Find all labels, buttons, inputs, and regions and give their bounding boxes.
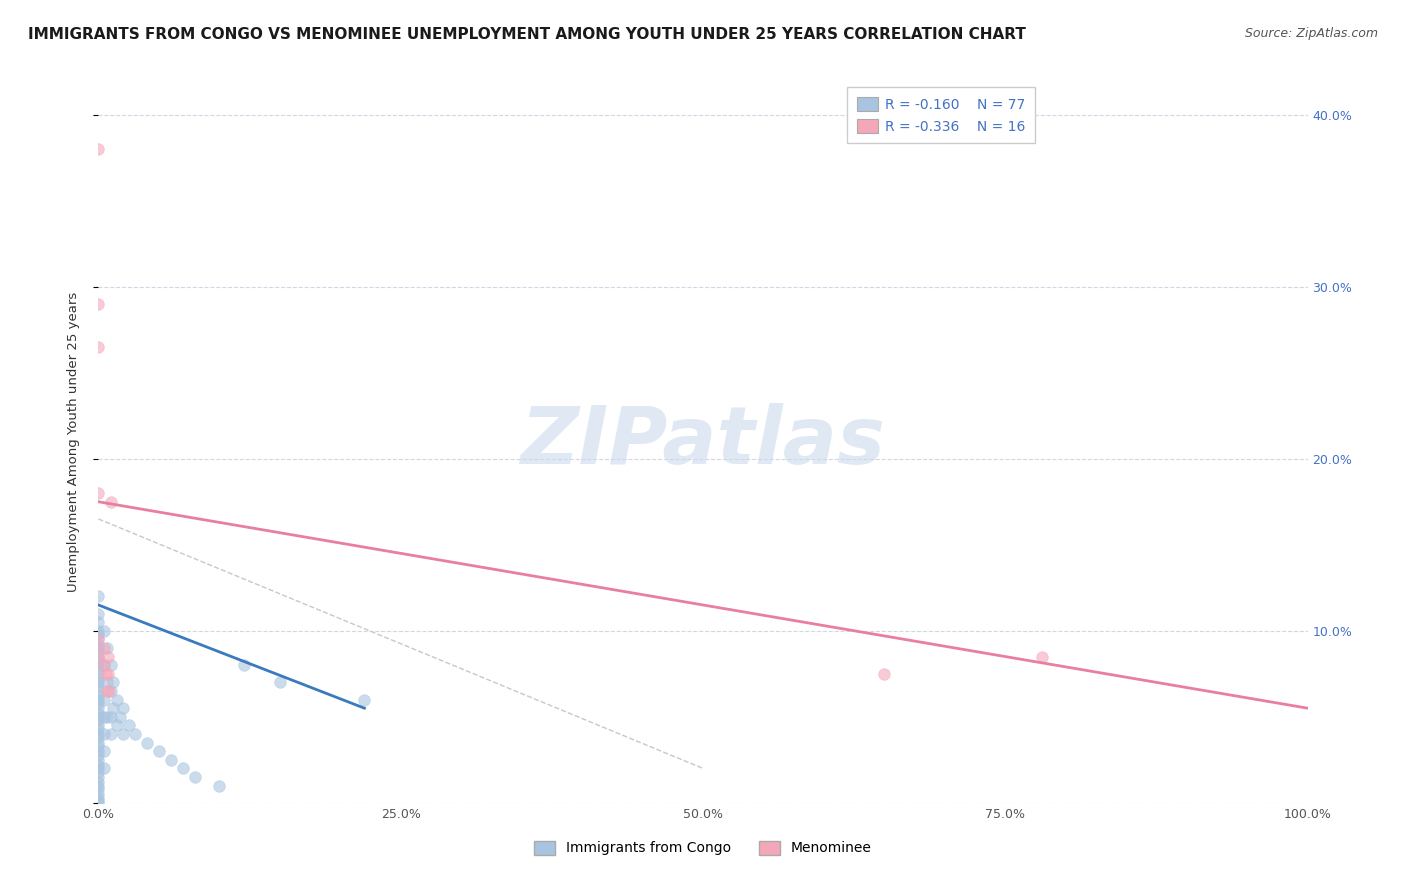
Point <box>87 340 110 354</box>
Point <box>87 675 110 690</box>
Point <box>93 640 115 655</box>
Point <box>87 796 110 810</box>
Point <box>87 638 110 652</box>
Point <box>87 770 110 784</box>
Point <box>111 727 134 741</box>
Point <box>87 679 110 693</box>
Point <box>353 692 375 706</box>
Point <box>100 658 122 673</box>
Point <box>87 775 110 789</box>
Point <box>873 666 896 681</box>
Point <box>87 710 110 724</box>
Point <box>93 744 115 758</box>
Point <box>1031 649 1053 664</box>
Point <box>87 722 110 736</box>
Point <box>87 632 110 647</box>
Point <box>87 689 110 703</box>
Point <box>87 672 110 686</box>
Point <box>87 731 110 745</box>
Point <box>87 753 110 767</box>
Point <box>87 640 110 655</box>
Point <box>94 666 117 681</box>
Point <box>100 494 122 508</box>
Point <box>96 684 118 698</box>
Point <box>96 640 118 655</box>
Point <box>87 758 110 772</box>
Legend: Immigrants from Congo, Menominee: Immigrants from Congo, Menominee <box>529 835 877 861</box>
Point <box>160 753 183 767</box>
Text: Source: ZipAtlas.com: Source: ZipAtlas.com <box>1244 27 1378 40</box>
Point <box>87 666 110 681</box>
Point <box>98 684 121 698</box>
Point <box>87 662 110 676</box>
Point <box>87 735 110 749</box>
Point <box>87 779 110 793</box>
Point <box>101 675 124 690</box>
Point <box>87 713 110 727</box>
Point <box>87 790 110 805</box>
Point <box>87 649 110 664</box>
Point <box>93 658 115 673</box>
Point <box>87 794 110 808</box>
Point <box>93 624 115 638</box>
Point <box>87 787 110 801</box>
Point <box>87 649 110 664</box>
Point <box>208 779 231 793</box>
Point <box>87 655 110 669</box>
Point <box>269 675 291 690</box>
Point <box>100 684 122 698</box>
Point <box>184 770 207 784</box>
Point <box>87 615 110 630</box>
Point <box>124 727 146 741</box>
Point <box>118 718 141 732</box>
Point <box>100 710 122 724</box>
Point <box>87 142 110 156</box>
Point <box>101 701 124 715</box>
Point <box>87 706 110 721</box>
Point <box>93 727 115 741</box>
Point <box>87 739 110 753</box>
Point <box>93 692 115 706</box>
Point <box>87 764 110 779</box>
Point <box>87 747 110 762</box>
Point <box>87 486 110 500</box>
Text: ZIPatlas: ZIPatlas <box>520 402 886 481</box>
Point <box>93 658 115 673</box>
Point <box>87 624 110 638</box>
Point <box>108 710 131 724</box>
Point <box>96 675 118 690</box>
Point <box>87 684 110 698</box>
Point <box>87 607 110 621</box>
Point <box>87 644 110 658</box>
Point <box>96 710 118 724</box>
Point <box>87 590 110 604</box>
Y-axis label: Unemployment Among Youth under 25 years: Unemployment Among Youth under 25 years <box>67 292 80 591</box>
Point <box>87 658 110 673</box>
Point <box>87 297 110 311</box>
Point <box>87 692 110 706</box>
Point <box>97 666 120 681</box>
Point <box>87 701 110 715</box>
Point <box>87 727 110 741</box>
Point <box>111 701 134 715</box>
Point <box>105 692 128 706</box>
Point <box>87 761 110 775</box>
Point <box>87 627 110 641</box>
Point <box>87 744 110 758</box>
Point <box>87 782 110 797</box>
Point <box>100 727 122 741</box>
Point <box>93 710 115 724</box>
Point <box>93 761 115 775</box>
Point <box>87 632 110 647</box>
Point <box>232 658 254 673</box>
Point <box>87 696 110 710</box>
Point <box>105 718 128 732</box>
Point <box>148 744 170 758</box>
Point <box>97 649 120 664</box>
Text: IMMIGRANTS FROM CONGO VS MENOMINEE UNEMPLOYMENT AMONG YOUTH UNDER 25 YEARS CORRE: IMMIGRANTS FROM CONGO VS MENOMINEE UNEMP… <box>28 27 1026 42</box>
Point <box>172 761 194 775</box>
Point <box>87 718 110 732</box>
Point <box>135 735 157 749</box>
